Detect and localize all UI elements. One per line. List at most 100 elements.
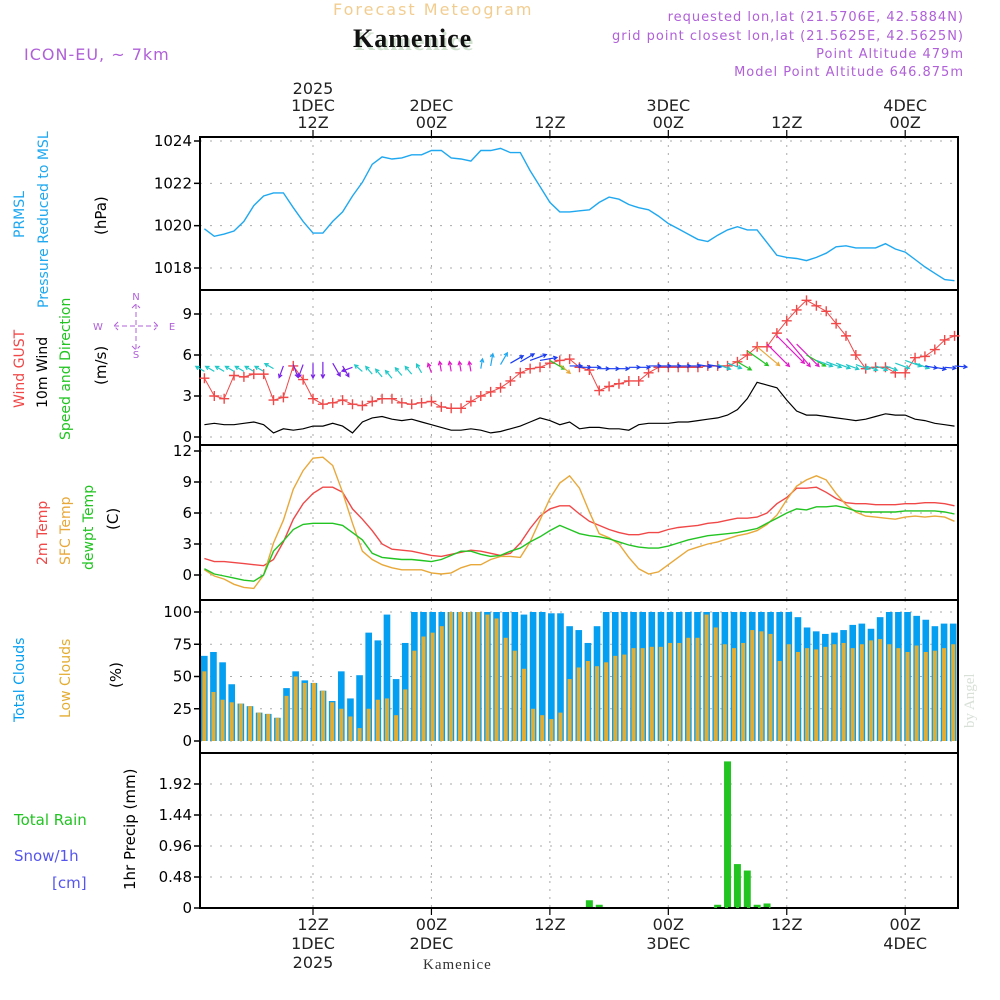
pressure-label-full: Pressure Reduced to MSL: [36, 131, 52, 308]
y-tick-label: 1.92: [159, 775, 192, 793]
low-cloud-bar: [850, 648, 855, 741]
gust-marker: [781, 315, 792, 326]
wind-unit: (m/s): [92, 346, 110, 385]
low-cloud-bar: [832, 644, 837, 741]
total-cloud-bar: [383, 614, 391, 741]
rain-bar: [763, 903, 771, 908]
gust-marker: [535, 362, 546, 373]
wind-direction-arrow: [437, 360, 443, 372]
gust-marker: [939, 334, 950, 345]
gust-marker: [525, 363, 536, 374]
low-cloud-bar: [658, 646, 663, 741]
wind-direction-arrow: [340, 366, 353, 373]
wind-direction-arrow: [404, 365, 413, 375]
low-cloud-bar: [695, 637, 700, 741]
low-cloud-bar: [713, 627, 718, 741]
gust-marker: [505, 375, 516, 386]
low-cloud-bar: [923, 651, 928, 741]
bottom-axis-label: 2025: [293, 953, 334, 972]
sfc-temp-label: SFC Temp: [58, 496, 74, 565]
low-cloud-bar: [421, 636, 426, 741]
low-clouds-label: Low Clouds: [58, 639, 74, 718]
panel-frame: [199, 136, 959, 291]
wind-direction-arrow: [320, 361, 326, 380]
low-cloud-bar: [805, 648, 810, 741]
low-cloud-bar: [284, 695, 289, 741]
panel-temperature: 0 3 6 9 12 2m Temp SFC Temp dewpt Temp (C): [35, 442, 959, 601]
gust-marker: [209, 391, 220, 401]
wind-direction-arrow: [895, 362, 911, 370]
panel-pressure: 1018 1020 1022 1024 PRMSL Pressure Reduced to…: [12, 131, 959, 308]
panel-frame: [199, 444, 959, 601]
wind-direction-arrow: [353, 364, 363, 372]
wind-direction-arrow: [865, 365, 879, 372]
y-tick-label: 3: [182, 535, 192, 553]
gust-marker: [258, 369, 269, 380]
y-tick-label: 1.44: [159, 806, 192, 824]
wind-direction-arrow: [510, 355, 525, 364]
gust-marker: [633, 375, 644, 386]
wind-direction-arrow: [263, 363, 274, 370]
low-cloud-bar: [503, 637, 508, 741]
rain-bar: [753, 904, 761, 908]
y-tick-label: 1020: [154, 217, 192, 235]
y-tick-label: 12: [173, 442, 192, 460]
low-cloud-bar: [521, 668, 526, 741]
total-cloud-bar: [548, 613, 555, 741]
model-label: ICON-EU, ~ 7km: [24, 45, 170, 64]
gust-marker: [742, 350, 753, 360]
wind-direction-arrow: [519, 353, 536, 363]
gust-marker: [219, 393, 230, 404]
y-tick-label: 0.96: [159, 837, 192, 855]
wind-direction-arrow: [539, 355, 559, 362]
wind-speed-dir-label: Speed and Direction: [58, 298, 74, 440]
low-cloud-bar: [932, 650, 937, 741]
legend-snow: Snow/1h: [14, 847, 79, 865]
low-cloud-bar: [567, 679, 572, 741]
low-cloud-bar: [777, 661, 782, 741]
wind-direction-arrow: [776, 335, 806, 365]
gust-marker: [406, 399, 417, 410]
panel-frame: [199, 752, 959, 909]
total-cloud-bar: [374, 640, 382, 741]
compass-icon: N S W E: [93, 292, 175, 361]
low-cloud-bar: [476, 612, 481, 741]
low-cloud-bar: [722, 644, 727, 741]
wind-direction-arrow: [332, 362, 341, 378]
low-cloud-bar: [823, 646, 828, 741]
rain-bar: [724, 761, 732, 908]
wind-direction-arrow: [954, 364, 969, 370]
low-cloud-bar: [558, 712, 563, 741]
pressure-line: [203, 147, 955, 282]
low-cloud-bar: [311, 682, 316, 741]
gust-marker: [446, 403, 457, 414]
low-cloud-bar: [238, 703, 243, 741]
wind-direction-arrow: [447, 360, 453, 372]
wind-direction-arrow: [737, 361, 753, 371]
low-cloud-bar: [339, 708, 344, 741]
y-tick-label: 50: [173, 668, 192, 686]
y-tick-label: 0: [182, 899, 192, 917]
bottom-axis-label: 1DEC: [291, 934, 335, 953]
low-cloud-bar: [266, 713, 271, 741]
wind-direction-arrow: [786, 338, 811, 368]
low-cloud-bar: [896, 648, 901, 741]
pressure-unit: (hPa): [92, 196, 110, 235]
gust-marker: [613, 378, 624, 389]
low-cloud-bar: [942, 648, 947, 741]
wind10m-line: [204, 381, 955, 434]
gust-marker: [544, 358, 555, 369]
panel-clouds: 0 25 50 75 100 Total Clouds Low Clouds (%): [12, 599, 959, 754]
wind-direction-arrow: [489, 352, 495, 367]
low-cloud-bar: [795, 651, 800, 741]
y-tick-label: 9: [182, 305, 192, 323]
temp-unit: (C): [104, 508, 122, 530]
gust-marker: [396, 397, 407, 408]
wind-direction-arrow: [766, 343, 791, 368]
gust-marker: [199, 373, 210, 384]
low-cloud-bar: [458, 612, 463, 741]
dewpt-temp-label: dewpt Temp: [81, 485, 97, 570]
compass-cross: [113, 303, 159, 351]
gust-marker: [308, 393, 318, 404]
gust-marker: [485, 386, 496, 397]
